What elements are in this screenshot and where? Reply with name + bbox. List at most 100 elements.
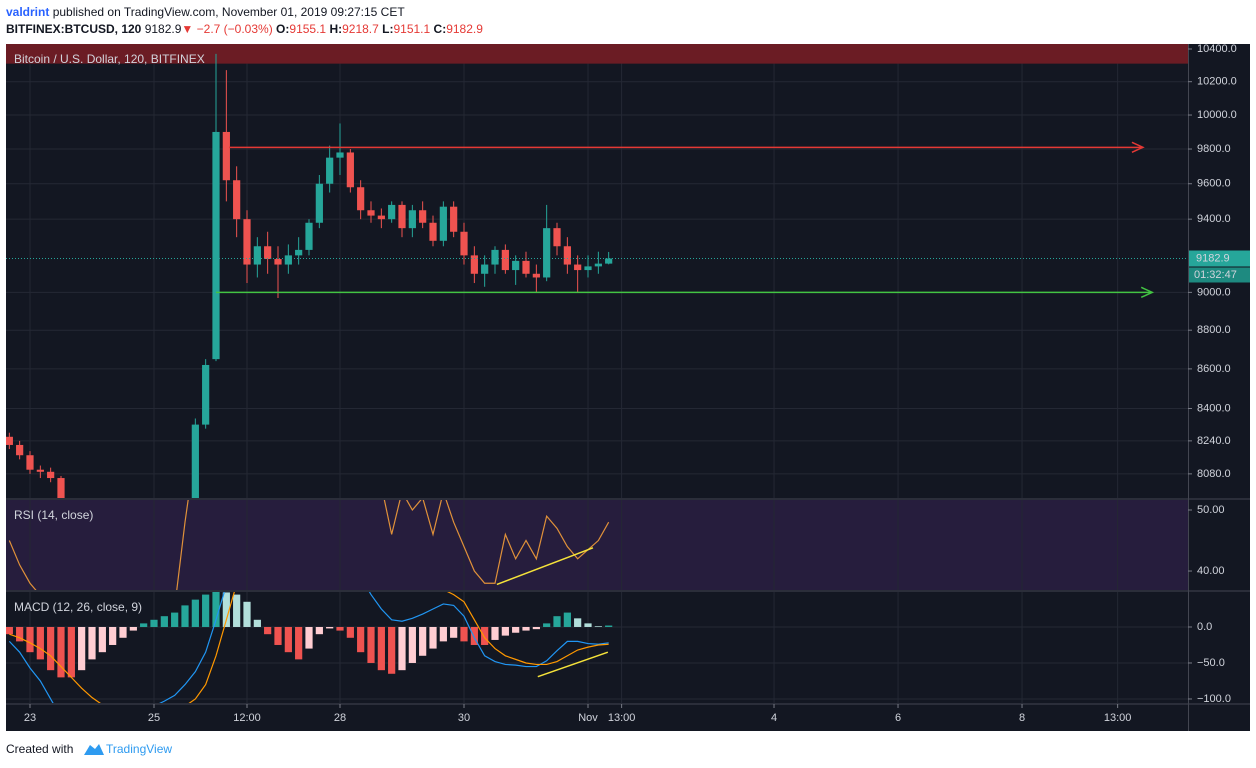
candle-body <box>419 210 427 223</box>
countdown-box <box>1189 267 1250 283</box>
candle-body <box>47 471 55 479</box>
candle-body <box>460 231 468 256</box>
x-tick-label: Nov <box>578 712 598 724</box>
ohlc-value: 9155.1 <box>289 22 326 36</box>
candle-body <box>553 228 561 247</box>
candle-body <box>36 469 44 472</box>
candle-body <box>191 424 199 498</box>
y-tick-label: 0.0 <box>1197 621 1212 633</box>
candle-body <box>532 273 540 278</box>
y-tick-label: 10200.0 <box>1197 76 1237 88</box>
x-tick-label: 12:00 <box>233 712 261 724</box>
histogram-bar <box>501 626 509 636</box>
candle-body <box>305 222 313 250</box>
candle-body <box>202 364 210 425</box>
candle-body <box>233 180 241 220</box>
macd-line <box>8 592 609 703</box>
last-price-box <box>1189 250 1250 267</box>
footer-created: Created with <box>6 742 73 756</box>
histogram-bar <box>16 626 24 642</box>
signal-line <box>9 592 609 703</box>
y-tick-label: −100.0 <box>1197 693 1231 705</box>
histogram-bar <box>47 626 55 671</box>
candle-body <box>522 260 530 274</box>
candle-body <box>584 266 592 271</box>
candle-body <box>470 255 478 274</box>
candle-body <box>439 206 447 241</box>
histogram-bar <box>326 626 334 629</box>
brand-logo <box>84 744 104 755</box>
histogram-bar <box>88 626 96 660</box>
histogram-bar <box>57 626 65 678</box>
histogram-bar <box>150 619 158 627</box>
candle-body <box>563 246 571 265</box>
histogram-bar <box>553 616 561 627</box>
x-tick-label: 30 <box>458 712 470 724</box>
histogram-bar <box>377 626 385 671</box>
histogram-bar <box>532 626 540 630</box>
arrow: ▼ <box>181 22 193 36</box>
candle-body <box>264 246 272 260</box>
histogram-bar <box>460 626 468 642</box>
symbol-line: BITFINEX:BTCUSD, 120 9182.9▼ −2.7 (−0.03… <box>6 22 483 36</box>
histogram-bar <box>491 626 499 640</box>
x-tick-label: 4 <box>771 712 777 724</box>
ohlc-value: 9218.7 <box>342 22 379 36</box>
histogram-bar <box>450 626 458 638</box>
candle-body <box>398 204 406 229</box>
footer-brand[interactable]: TradingView <box>106 742 172 756</box>
histogram-bar <box>98 626 106 653</box>
y-tick-label: 9000.0 <box>1197 286 1231 298</box>
header-line: valdrint published on TradingView.com, N… <box>6 5 405 19</box>
ohlc-value: 9182.9 <box>446 22 483 36</box>
candle-body <box>336 152 344 158</box>
ohlc-label: L: <box>382 22 393 36</box>
histogram-bar <box>512 626 520 633</box>
y-tick-label: 9800.0 <box>1197 143 1231 155</box>
candle-body <box>57 478 65 498</box>
y-tick-label: 8800.0 <box>1197 324 1231 336</box>
x-tick-label: 28 <box>334 712 346 724</box>
trend-line <box>496 547 594 586</box>
zone <box>6 44 1188 64</box>
histogram-bar <box>284 626 292 653</box>
pane <box>6 44 1188 498</box>
y-tick-label: 40.00 <box>1197 565 1225 577</box>
y-tick-label: 9600.0 <box>1197 178 1231 190</box>
candle-body <box>512 260 520 271</box>
published: published on TradingView.com, November 0… <box>53 5 406 19</box>
histogram-bar <box>398 626 406 671</box>
rsi-band <box>6 500 1188 590</box>
pane <box>6 592 1188 703</box>
candle-body <box>212 131 220 360</box>
candle-body <box>481 264 489 274</box>
y-tick-label: 10400.0 <box>1197 43 1237 55</box>
histogram-bar <box>439 626 447 642</box>
histogram-bar <box>212 592 220 627</box>
histogram-bar <box>408 626 416 663</box>
candle-body <box>16 444 24 456</box>
y-tick-label: 8080.0 <box>1197 468 1231 480</box>
author[interactable]: valdrint <box>6 5 49 19</box>
histogram-bar <box>78 626 86 671</box>
candle-body <box>315 183 323 223</box>
last-price-label: 9182.9 <box>1196 252 1230 264</box>
candle-body <box>388 204 396 220</box>
x-tick-label: 8 <box>1019 712 1025 724</box>
candle-body <box>429 222 437 241</box>
pane <box>6 500 1188 590</box>
y-tick-label: −50.0 <box>1197 657 1225 669</box>
y-tick-label: 9400.0 <box>1197 213 1231 225</box>
x-tick-label: 13:00 <box>608 712 636 724</box>
histogram-bar <box>419 626 427 656</box>
x-tick-label: 25 <box>148 712 160 724</box>
candle-body <box>346 152 354 188</box>
histogram-bar <box>295 626 303 660</box>
histogram-bar <box>346 626 354 638</box>
price: 9182.9 <box>145 22 182 36</box>
histogram-bar <box>522 626 530 631</box>
candle-body <box>26 455 34 470</box>
arrow-head <box>1140 286 1155 299</box>
pane-legend: MACD (12, 26, close, 9) <box>14 600 142 614</box>
